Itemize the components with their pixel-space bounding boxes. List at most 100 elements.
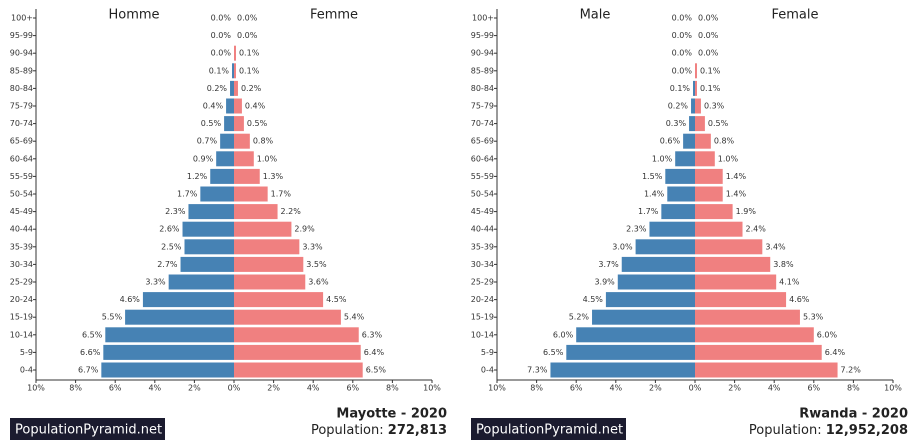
bar	[234, 204, 278, 220]
bar	[695, 186, 723, 202]
bar	[234, 98, 242, 114]
y-tick-label: 95-99	[471, 31, 494, 40]
value-label: 1.9%	[736, 207, 757, 216]
value-label: 0.0%	[698, 14, 719, 23]
value-label: 0.5%	[201, 119, 222, 128]
bar	[234, 256, 304, 272]
bar	[168, 274, 234, 290]
value-label: 0.1%	[670, 84, 691, 93]
bar	[234, 292, 324, 308]
x-tick-label: 2%	[728, 384, 741, 393]
value-label: 3.6%	[308, 278, 329, 287]
y-tick-label: 90-94	[10, 49, 33, 58]
value-label: 1.3%	[263, 172, 284, 181]
value-label: 6.4%	[825, 348, 846, 357]
value-label: 3.7%	[598, 260, 619, 269]
y-tick-label: 45-49	[471, 207, 494, 216]
bar	[210, 168, 234, 184]
y-tick-label: 85-89	[10, 66, 33, 75]
x-tick-label: 10%	[423, 384, 441, 393]
value-label: 0.0%	[211, 49, 232, 58]
y-tick-label: 25-29	[471, 278, 494, 287]
x-tick-label: 6%	[570, 384, 583, 393]
bar	[200, 186, 234, 202]
y-tick-label: 20-24	[471, 295, 494, 304]
x-tick-label: 4%	[148, 384, 161, 393]
y-tick-label: 100+	[472, 14, 494, 23]
y-tick-label: 30-34	[10, 260, 33, 269]
value-label: 2.5%	[161, 242, 182, 251]
y-tick-label: 10-14	[10, 330, 33, 339]
bar	[234, 221, 292, 237]
y-tick-label: 60-64	[10, 154, 33, 163]
y-tick-label: 15-19	[10, 313, 33, 322]
value-label: 0.1%	[239, 66, 260, 75]
bar	[689, 116, 695, 132]
bar	[675, 151, 695, 167]
bar	[695, 63, 697, 79]
population-value: 12,952,208	[826, 423, 908, 438]
value-label: 0.0%	[698, 49, 719, 58]
value-label: 3.4%	[765, 242, 786, 251]
bar	[230, 80, 234, 96]
value-label: 5.3%	[803, 313, 824, 322]
x-tick-label: 8%	[530, 384, 543, 393]
x-tick-label: 4%	[768, 384, 781, 393]
bar	[693, 80, 695, 96]
value-label: 4.5%	[583, 295, 604, 304]
y-tick-label: 0-4	[481, 366, 494, 375]
value-label: 6.6%	[80, 348, 101, 357]
value-label: 0.0%	[672, 49, 693, 58]
value-label: 1.0%	[652, 154, 673, 163]
value-label: 0.8%	[714, 137, 735, 146]
value-label: 7.3%	[527, 366, 548, 375]
value-label: 0.0%	[698, 31, 719, 40]
series-name: Femme	[310, 8, 358, 23]
y-tick-label: 80-84	[10, 84, 33, 93]
value-label: 0.0%	[237, 31, 258, 40]
y-tick-label: 25-29	[10, 278, 33, 287]
y-tick-label: 45-49	[10, 207, 33, 216]
x-tick-label: 8%	[847, 384, 860, 393]
bar	[695, 168, 723, 184]
bar	[695, 256, 771, 272]
footer-title: Mayotte - 2020	[336, 407, 447, 422]
x-tick-label: 10%	[488, 384, 506, 393]
brand-box	[10, 418, 165, 440]
bar	[605, 292, 695, 308]
bar	[695, 80, 697, 96]
bar	[661, 204, 695, 220]
series-name: Male	[580, 8, 611, 23]
bar	[184, 239, 234, 255]
bar	[101, 362, 234, 378]
y-tick-label: 55-59	[10, 172, 33, 181]
x-tick-label: 0%	[689, 384, 702, 393]
x-tick-label: 10%	[884, 384, 902, 393]
x-tick-label: 8%	[386, 384, 399, 393]
value-label: 1.4%	[726, 190, 747, 199]
value-label: 1.5%	[642, 172, 663, 181]
brand: PopulationPyramid.net	[476, 423, 623, 438]
bar	[234, 63, 236, 79]
bar	[695, 292, 787, 308]
value-label: 4.6%	[789, 295, 810, 304]
value-label: 0.8%	[253, 137, 274, 146]
population-label: Population:	[749, 423, 822, 438]
bar	[649, 221, 695, 237]
y-tick-label: 95-99	[10, 31, 33, 40]
bar	[695, 362, 838, 378]
value-label: 0.0%	[672, 14, 693, 23]
bar	[234, 45, 236, 61]
bar	[592, 309, 695, 325]
bar	[576, 327, 695, 343]
y-tick-label: 20-24	[10, 295, 33, 304]
bar	[695, 239, 763, 255]
y-tick-label: 70-74	[10, 119, 33, 128]
value-label: 4.1%	[779, 278, 800, 287]
value-label: 0.3%	[704, 102, 725, 111]
value-label: 6.5%	[543, 348, 564, 357]
value-label: 0.9%	[193, 154, 214, 163]
value-label: 4.5%	[326, 295, 347, 304]
bar	[695, 344, 822, 360]
population-value: 272,813	[388, 423, 447, 438]
